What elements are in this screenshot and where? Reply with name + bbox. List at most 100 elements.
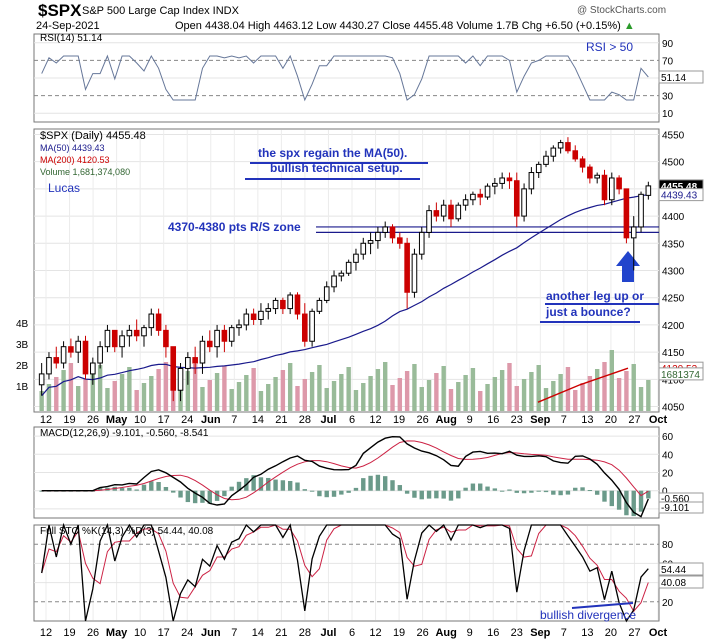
candle-body — [141, 327, 147, 337]
x-tick-label: Oct — [649, 414, 668, 426]
rsi-label: RSI(14) 51.14 — [40, 33, 102, 44]
x-tick-label: 17 — [158, 627, 170, 639]
macd-tag-box — [658, 501, 704, 514]
candle-body — [543, 155, 549, 165]
macd-tick-label: 20 — [662, 469, 674, 480]
volume-bar — [470, 368, 476, 411]
candle-body — [280, 299, 286, 310]
volume-bar — [46, 384, 52, 411]
price-tick-label: 4050 — [662, 403, 685, 414]
x-tick-label: Aug — [435, 414, 456, 426]
candle-body — [513, 180, 520, 217]
macd-histogram-bar — [141, 484, 147, 491]
price-tag-box — [658, 367, 704, 381]
volume-bar — [499, 370, 505, 411]
candle-body — [192, 357, 198, 364]
x-tick-label: 21 — [275, 414, 287, 426]
macd-histogram-bar — [412, 490, 417, 498]
candle-body — [185, 357, 191, 369]
candle-body — [433, 210, 440, 217]
x-tick-label: 10 — [134, 414, 146, 426]
volume-bar — [594, 369, 600, 411]
volume-bar — [236, 382, 242, 411]
volume-tick-label: 1B — [16, 382, 29, 393]
ma50-line — [41, 194, 649, 397]
macd-histogram-bar — [317, 490, 322, 497]
macd-histogram-bar — [287, 481, 293, 491]
leg-note: another leg up or just a bounce? — [546, 288, 644, 320]
x-tick-label: 20 — [605, 414, 617, 426]
volume-bar — [83, 379, 88, 411]
candle-body — [579, 158, 586, 168]
candle-body — [38, 373, 45, 386]
volume-bar — [631, 364, 636, 411]
x-tick-label: 7 — [231, 414, 237, 426]
sto-k-line — [41, 522, 649, 623]
candle-body — [608, 177, 615, 201]
x-tick-label: 24 — [181, 414, 193, 426]
macd-tag: -0.560 — [661, 494, 690, 505]
candle-body — [170, 346, 177, 391]
x-tick-label: May — [106, 414, 128, 426]
volume-bar — [485, 384, 490, 411]
macd-histogram-bar — [134, 489, 139, 491]
candle-body — [638, 193, 644, 228]
candle-body — [382, 226, 389, 233]
candle-body — [470, 193, 476, 201]
price-tag: 4455.48 — [661, 182, 698, 193]
candle-body — [448, 204, 454, 220]
x-tick-label: 27 — [628, 414, 640, 426]
volume-bar — [54, 377, 59, 411]
x-tick-label: Aug — [435, 627, 456, 639]
volume-bar — [141, 383, 147, 411]
candle-body — [214, 329, 220, 348]
macd-histogram-bar — [339, 490, 344, 495]
volume-bar — [324, 388, 329, 411]
x-tick-label: Sep — [530, 414, 550, 426]
candle-body — [53, 357, 60, 364]
candle-body — [345, 261, 352, 274]
volume-bar — [602, 362, 607, 411]
macd-histogram-bar — [602, 490, 607, 502]
candle-body — [360, 242, 367, 255]
volume-bar — [192, 364, 198, 411]
x-tick-label: 28 — [299, 414, 311, 426]
candle-body — [462, 199, 469, 206]
leg-note-line1: another leg up or — [546, 289, 645, 303]
macd-histogram-bar — [521, 490, 527, 494]
macd-tick-label: 40 — [662, 450, 674, 461]
x-tick-label: 12 — [40, 414, 52, 426]
volume-bar — [397, 378, 403, 411]
candle-body — [521, 188, 527, 217]
volume-bar — [185, 371, 191, 411]
price-tick-label: 4150 — [662, 348, 685, 359]
macd-histogram-bar — [594, 490, 600, 495]
candle-body — [572, 150, 579, 160]
volume-bar — [266, 384, 271, 411]
volume-tick-label: 3B — [16, 340, 29, 351]
candle-body — [250, 313, 257, 320]
volume-bar — [90, 372, 96, 411]
price-tick-label: 4500 — [662, 158, 685, 169]
macd-histogram-bar — [185, 490, 191, 503]
x-tick-label: 7 — [231, 627, 237, 639]
macd-histogram-bar — [324, 490, 329, 498]
macd-histogram-bar — [587, 490, 593, 492]
macd-histogram-bar — [97, 488, 103, 491]
macd-histogram-bar — [478, 483, 483, 491]
candle-body — [455, 204, 462, 220]
candle-body — [411, 253, 418, 293]
x-tick-label: 28 — [299, 627, 311, 639]
legend-price: $SPX (Daily) 4455.48 — [40, 130, 146, 142]
macd-histogram-bar — [127, 487, 132, 491]
volume-bar — [521, 379, 527, 411]
macd-histogram-bar — [441, 490, 446, 499]
macd-histogram-bar — [309, 490, 315, 492]
candle-body — [133, 329, 140, 337]
ma-note: the spx regain the MA(50). bullish techn… — [258, 146, 407, 176]
macd-histogram-bar — [229, 486, 234, 491]
volume-bar — [404, 371, 410, 411]
x-tick-label: 20 — [605, 627, 617, 639]
macd-histogram-bar — [463, 487, 468, 491]
candle-body — [60, 346, 67, 364]
